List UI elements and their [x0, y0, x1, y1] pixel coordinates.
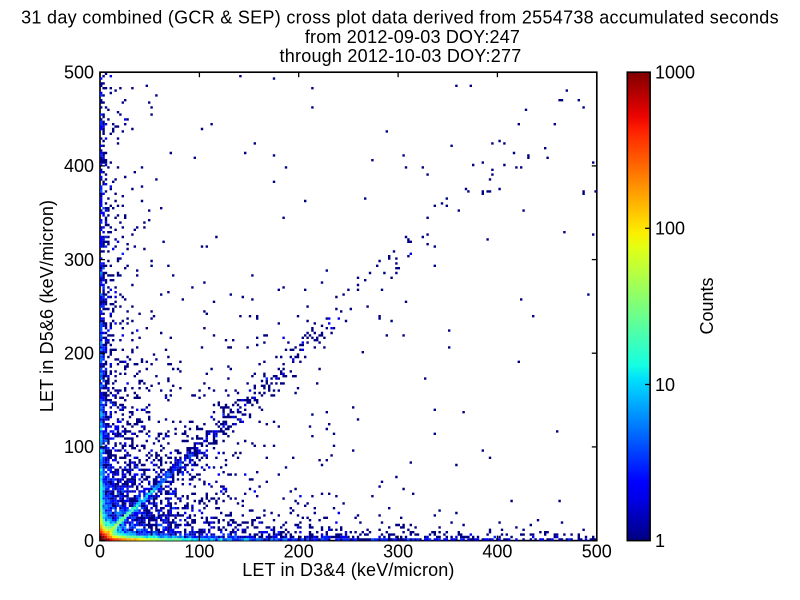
- svg-text:from 2012-09-03 DOY:247: from 2012-09-03 DOY:247: [305, 27, 520, 47]
- svg-text:LET in D3&4 (keV/micron): LET in D3&4 (keV/micron): [242, 560, 454, 580]
- svg-text:LET in D5&6 (keV/micron): LET in D5&6 (keV/micron): [37, 200, 57, 412]
- svg-text:1000: 1000: [655, 63, 695, 83]
- svg-text:100: 100: [64, 437, 94, 457]
- svg-text:100: 100: [655, 219, 685, 239]
- svg-text:200: 200: [284, 542, 314, 562]
- svg-text:100: 100: [184, 542, 214, 562]
- svg-text:31 day combined (GCR & SEP) cr: 31 day combined (GCR & SEP) cross plot d…: [21, 8, 779, 28]
- svg-text:200: 200: [64, 344, 94, 364]
- svg-text:300: 300: [64, 250, 94, 270]
- svg-text:400: 400: [64, 156, 94, 176]
- svg-text:400: 400: [482, 542, 512, 562]
- svg-text:Counts: Counts: [697, 277, 717, 334]
- svg-text:300: 300: [383, 542, 413, 562]
- svg-text:1: 1: [655, 531, 665, 551]
- svg-text:through 2012-10-03 DOY:277: through 2012-10-03 DOY:277: [280, 46, 522, 66]
- svg-text:0: 0: [84, 531, 94, 551]
- svg-text:500: 500: [64, 63, 94, 83]
- svg-text:500: 500: [582, 542, 612, 562]
- svg-text:0: 0: [95, 542, 105, 562]
- svg-text:10: 10: [655, 375, 675, 395]
